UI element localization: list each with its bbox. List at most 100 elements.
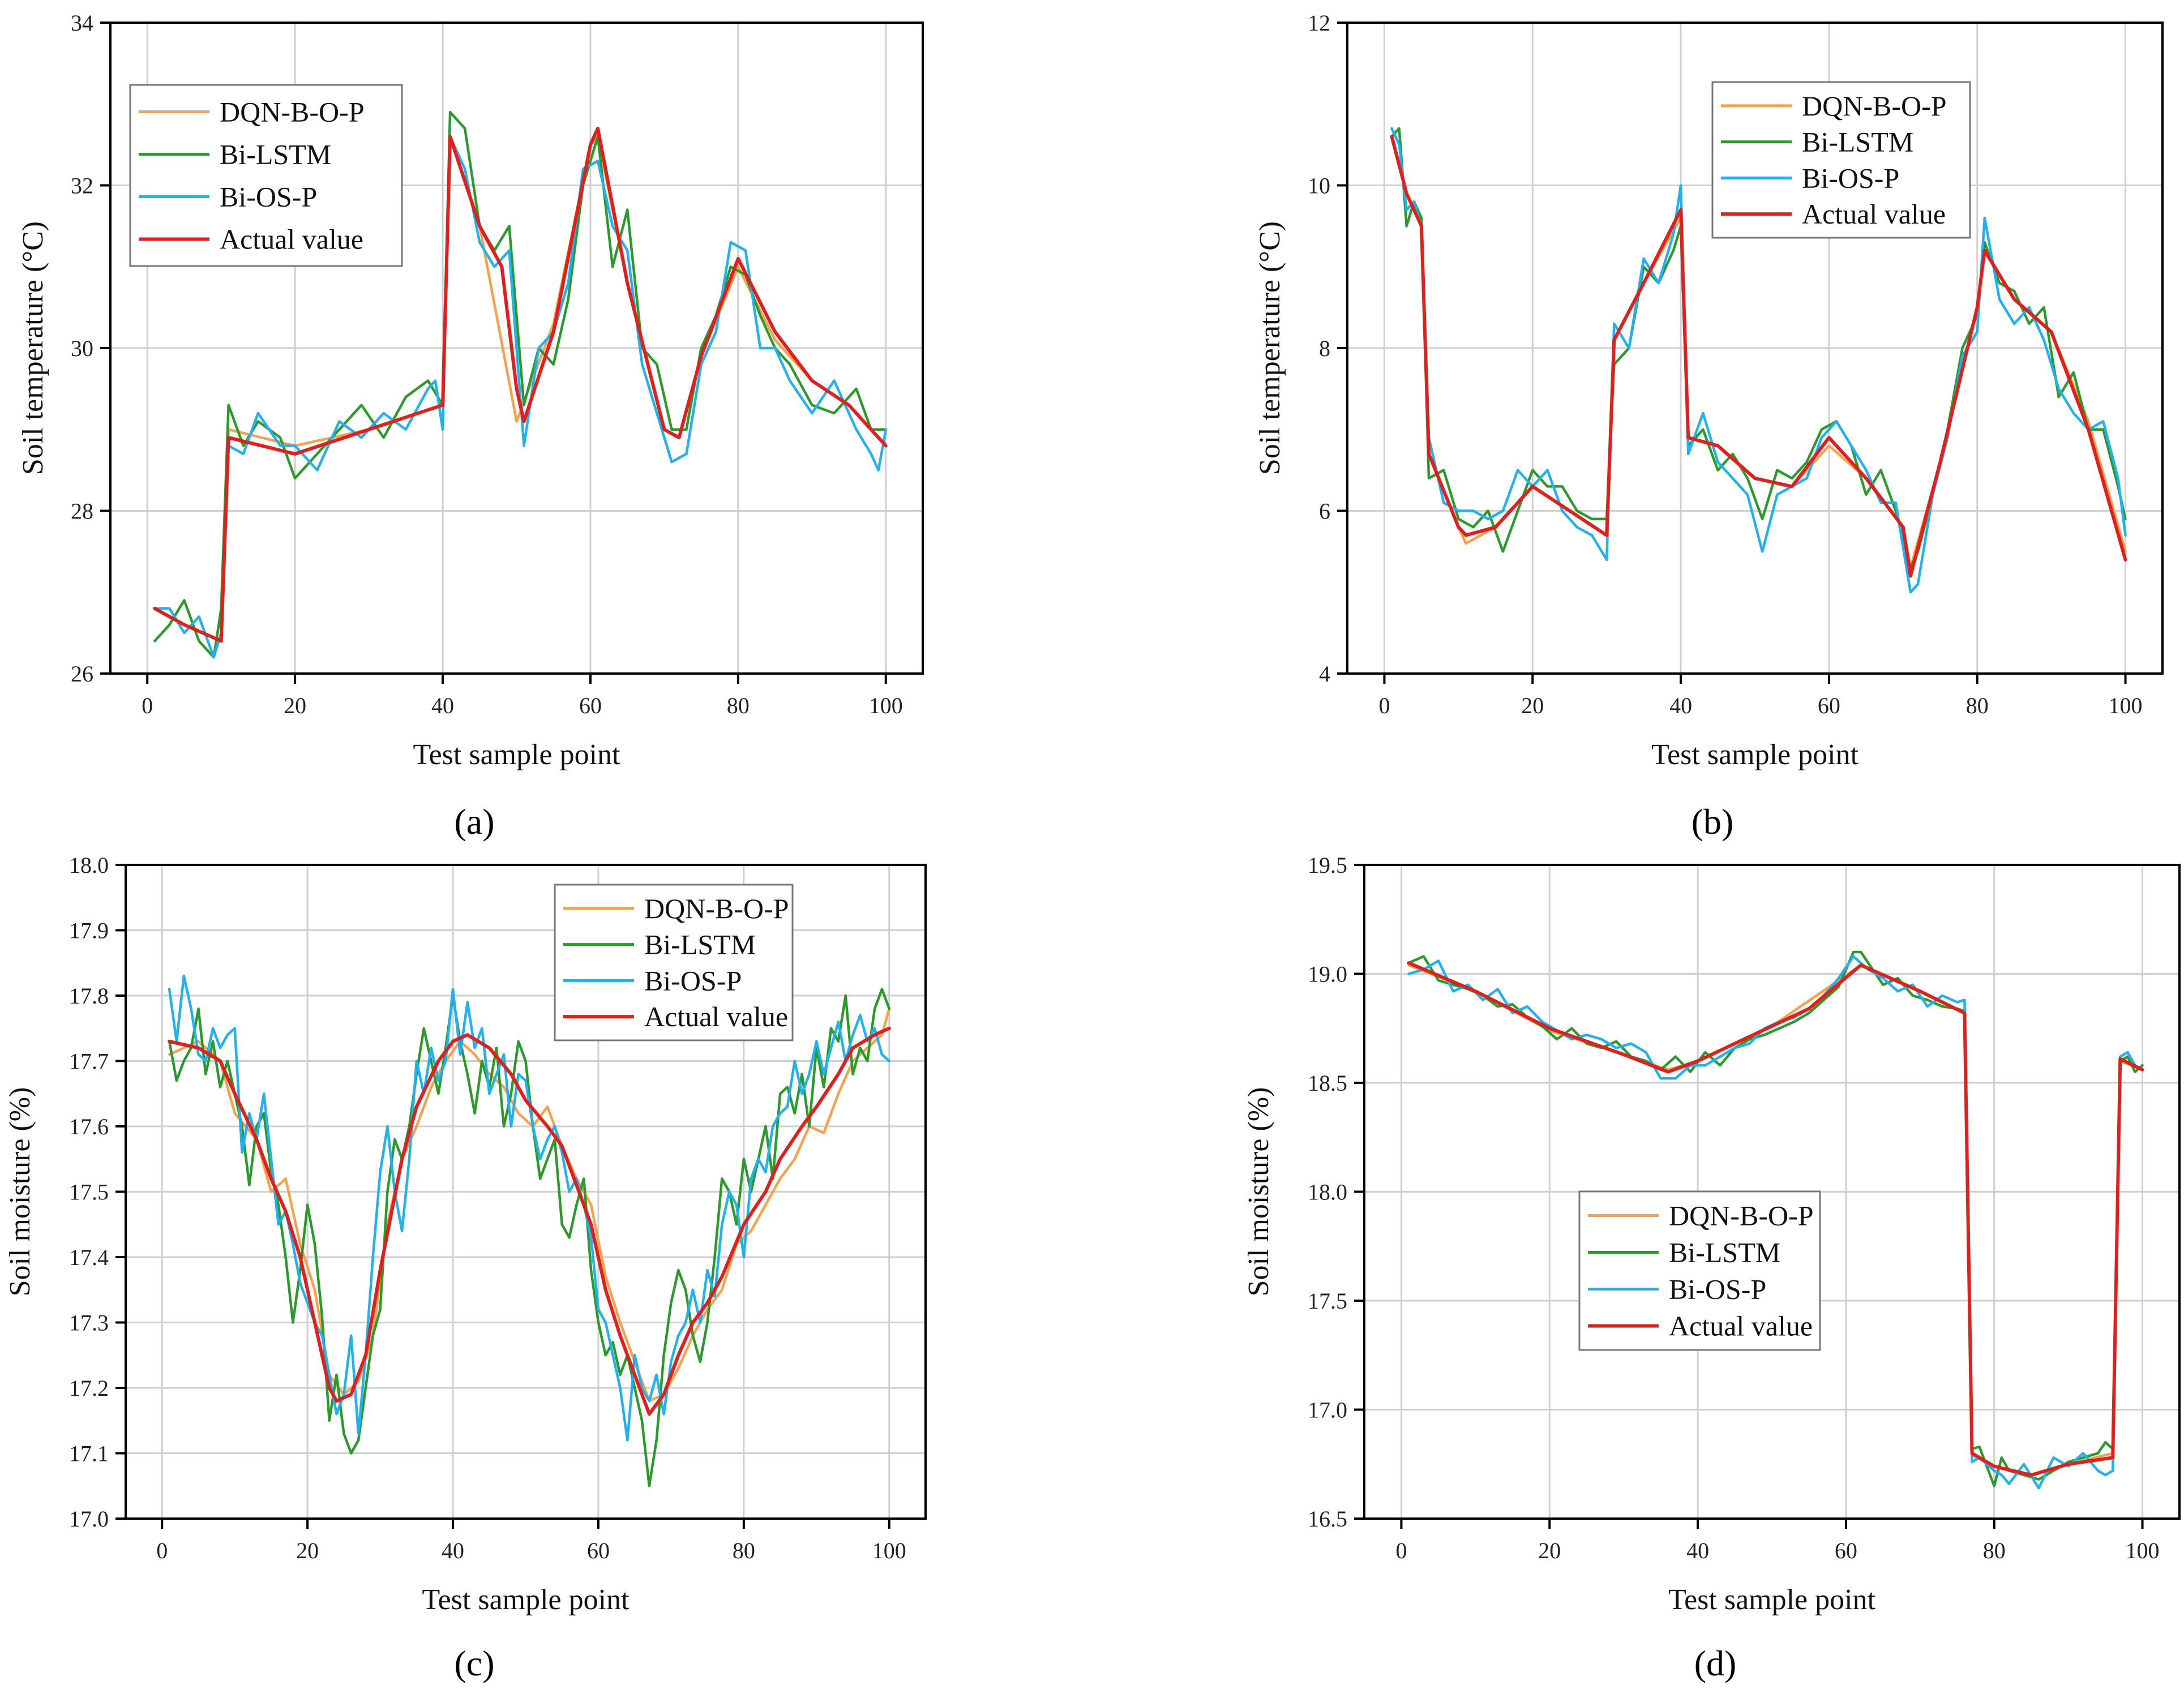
x-tick-label: 20 xyxy=(1538,1538,1561,1563)
series-line-actual-value xyxy=(153,126,888,643)
chart-panel-c: 0 20 40 60 80 100 17.0 17.1 17.2 17.3 17.4 17.5 17.6… xyxy=(4,852,927,1616)
legend-label: Bi-LSTM xyxy=(644,929,756,961)
legend-label: DQN-B-O-P xyxy=(220,96,365,128)
y-tick-label: 34 xyxy=(71,10,93,36)
panel-label-b: (b) xyxy=(1691,801,1734,842)
x-tick-label: 20 xyxy=(1521,693,1544,718)
legend-label: DQN-B-O-P xyxy=(1802,90,1947,122)
legend-label: Bi-LSTM xyxy=(220,139,331,170)
y-tick-label: 6 xyxy=(1319,499,1330,524)
y-tick-label: 17.0 xyxy=(1308,1397,1347,1423)
series-line-actual-value xyxy=(1390,135,2127,578)
y-tick-label: 28 xyxy=(71,499,93,524)
y-tick-label: 17.6 xyxy=(69,1114,109,1139)
y-tick-label: 17.5 xyxy=(1308,1288,1347,1314)
y-tick-label: 4 xyxy=(1319,661,1330,687)
y-tick-label: 32 xyxy=(71,173,93,199)
panel-label-d: (d) xyxy=(1694,1643,1737,1683)
panel-label-a: (a) xyxy=(454,801,494,842)
legend-label: DQN-B-O-P xyxy=(644,893,789,924)
y-axis-title: Soil moisture (%) xyxy=(1243,1087,1275,1297)
x-tick-label: 80 xyxy=(733,1538,755,1563)
y-tick-label: 26 xyxy=(71,661,93,687)
y-tick-label: 17.9 xyxy=(69,918,109,944)
x-axis-title: Test sample point xyxy=(422,1584,629,1616)
y-tick-label: 17.5 xyxy=(69,1180,109,1205)
x-axis-title: Test sample point xyxy=(1668,1584,1876,1616)
series-line-bi-lstm xyxy=(1407,950,2144,1487)
x-tick-label: 100 xyxy=(2126,1538,2160,1563)
legend-frame xyxy=(1578,1190,1821,1351)
chart-panel-d: 0 20 40 60 80 100 16.5 17.0 17.5 18.0 18.5 19.0 19.5… xyxy=(1243,852,2181,1616)
x-tick-label: 60 xyxy=(579,693,602,718)
y-tick-label: 19.5 xyxy=(1308,852,1347,878)
x-tick-label: 80 xyxy=(727,693,750,718)
y-tick-label: 17.2 xyxy=(69,1375,109,1401)
y-tick-label: 18.5 xyxy=(1308,1070,1347,1096)
x-tick-label: 80 xyxy=(1966,693,1989,718)
x-axis-title: Test sample point xyxy=(413,739,620,771)
y-tick-label: 16.5 xyxy=(1308,1506,1347,1532)
x-tick-label: 60 xyxy=(1818,693,1840,718)
series-line-bi-os-p xyxy=(168,975,891,1442)
legend-label: Bi-OS-P xyxy=(644,964,742,996)
series-line-bi-os-p xyxy=(1390,127,2127,594)
x-tick-label: 100 xyxy=(2109,693,2143,718)
series-line-bi-os-p xyxy=(153,135,888,659)
x-tick-label: 0 xyxy=(1395,1538,1407,1563)
x-tick-label: 100 xyxy=(872,1538,906,1563)
x-tick-label: 40 xyxy=(431,693,454,718)
x-tick-label: 100 xyxy=(869,693,903,718)
y-tick-label: 17.7 xyxy=(69,1049,109,1074)
legend-frame xyxy=(554,884,794,1041)
y-tick-label: 12 xyxy=(1308,10,1330,36)
y-tick-label: 17.0 xyxy=(69,1506,109,1532)
x-tick-label: 40 xyxy=(442,1538,464,1563)
x-tick-label: 20 xyxy=(284,693,306,718)
legend-label: Bi-OS-P xyxy=(220,181,317,213)
y-tick-label: 30 xyxy=(71,336,93,361)
x-tick-label: 40 xyxy=(1669,693,1692,718)
legend-label: Bi-OS-P xyxy=(1669,1274,1766,1305)
panel-label-c: (c) xyxy=(454,1643,494,1683)
x-axis-title: Test sample point xyxy=(1651,739,1859,771)
y-tick-label: 10 xyxy=(1308,173,1330,199)
series-line-actual-value xyxy=(168,1026,891,1416)
legend-label: Actual value xyxy=(1802,198,1946,230)
y-tick-label: 17.1 xyxy=(69,1441,109,1467)
series-line-dqn-b-o-p xyxy=(168,1007,891,1403)
legend-label: Actual value xyxy=(1669,1310,1813,1342)
legend-label: Actual value xyxy=(644,1001,788,1032)
y-axis-title: Soil moisture (%) xyxy=(4,1087,36,1297)
series-line-bi-lstm xyxy=(168,988,891,1487)
legend: DQN-B-O-P Bi-LSTM Bi-OS-P Actual value xyxy=(1578,1190,1821,1351)
legend-label: DQN-B-O-P xyxy=(1669,1200,1814,1232)
x-tick-label: 0 xyxy=(156,1538,168,1563)
x-tick-label: 20 xyxy=(296,1538,319,1563)
y-tick-label: 18.0 xyxy=(69,852,109,878)
x-tick-label: 80 xyxy=(1983,1538,2006,1563)
y-tick-label: 8 xyxy=(1319,336,1330,361)
y-tick-label: 17.8 xyxy=(69,983,109,1009)
x-tick-label: 40 xyxy=(1686,1538,1709,1563)
y-axis-title: Soil temperature (°C) xyxy=(1254,221,1286,475)
series-line-actual-value xyxy=(1407,961,2144,1477)
x-tick-label: 0 xyxy=(1378,693,1390,718)
legend-label: Bi-OS-P xyxy=(1802,162,1899,194)
legend-label: Bi-LSTM xyxy=(1669,1237,1780,1268)
y-tick-label: 17.3 xyxy=(69,1310,109,1336)
legend-frame xyxy=(129,84,403,267)
y-tick-label: 17.4 xyxy=(69,1245,109,1270)
x-tick-label: 0 xyxy=(142,693,153,718)
x-tick-label: 60 xyxy=(1835,1538,1857,1563)
legend-label: Actual value xyxy=(220,224,363,255)
x-tick-label: 60 xyxy=(587,1538,610,1563)
legend: DQN-B-O-P Bi-LSTM Bi-OS-P Actual value xyxy=(1711,81,1971,239)
y-axis-title: Soil temperature (°C) xyxy=(17,221,49,475)
legend-frame xyxy=(1711,81,1971,239)
chart-panel-b: 0 20 40 60 80 100 4 6 8 10 12 Test sample point Soil… xyxy=(1254,10,2164,771)
legend-label: Bi-LSTM xyxy=(1802,126,1913,158)
legend: DQN-B-O-P Bi-LSTM Bi-OS-P Actual value xyxy=(129,84,403,267)
